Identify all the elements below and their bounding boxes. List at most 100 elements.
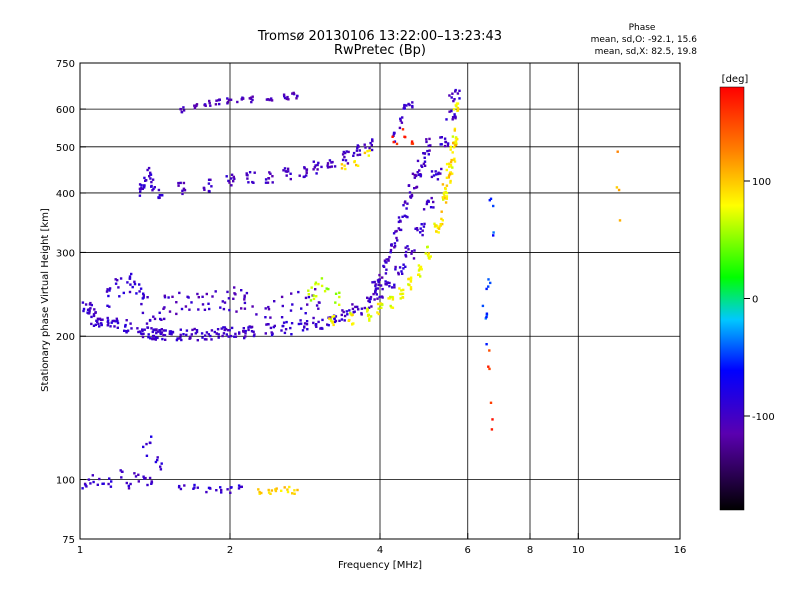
data-point — [137, 473, 140, 476]
data-point — [274, 488, 277, 491]
data-point — [317, 282, 320, 286]
data-point — [387, 259, 390, 262]
data-point — [283, 167, 287, 170]
data-point — [180, 307, 184, 311]
data-point — [442, 198, 445, 201]
data-point — [401, 272, 404, 275]
data-point — [351, 322, 354, 326]
data-point — [432, 200, 435, 204]
data-point — [204, 104, 207, 107]
data-point — [448, 110, 451, 113]
data-point — [615, 186, 619, 189]
data-point — [203, 308, 207, 311]
data-point — [355, 163, 358, 167]
data-point — [351, 307, 355, 311]
data-point — [90, 315, 93, 319]
data-point — [291, 492, 294, 495]
data-point — [453, 113, 456, 116]
data-point — [147, 166, 151, 170]
data-point — [399, 292, 402, 296]
data-point — [138, 290, 141, 293]
data-point — [154, 460, 158, 464]
data-point — [481, 304, 485, 308]
data-point — [247, 328, 250, 332]
data-point — [168, 310, 172, 313]
data-point — [215, 489, 218, 492]
data-point — [417, 264, 421, 267]
data-point — [244, 329, 247, 333]
data-point — [222, 307, 226, 311]
data-point — [267, 488, 270, 492]
data-point — [318, 301, 321, 304]
data-point — [326, 166, 330, 169]
data-point — [159, 465, 162, 468]
data-point — [393, 242, 397, 245]
data-point — [187, 296, 190, 299]
data-point — [454, 88, 457, 92]
data-point — [449, 179, 452, 183]
data-point — [182, 106, 185, 109]
data-point — [401, 116, 404, 119]
data-point — [252, 334, 256, 338]
data-point — [280, 316, 284, 319]
data-point — [299, 322, 303, 325]
data-point — [444, 187, 447, 191]
data-point — [314, 164, 317, 167]
data-point — [333, 317, 336, 320]
data-point — [141, 187, 144, 190]
data-point — [377, 307, 380, 310]
data-point — [153, 186, 156, 189]
data-point — [445, 195, 449, 198]
data-point — [328, 159, 332, 162]
data-point — [484, 317, 487, 320]
data-point — [108, 305, 111, 308]
data-point — [616, 150, 619, 153]
data-point — [269, 316, 272, 319]
data-point — [151, 334, 155, 338]
data-point — [384, 272, 388, 275]
data-point — [310, 286, 313, 289]
data-point — [417, 173, 420, 176]
data-point — [292, 92, 296, 96]
data-point — [133, 280, 136, 283]
data-point — [288, 485, 291, 489]
data-point — [424, 252, 427, 255]
data-point — [81, 487, 84, 490]
data-point — [156, 336, 159, 340]
data-point — [105, 290, 109, 293]
data-point — [338, 319, 341, 322]
data-point — [286, 488, 289, 491]
data-point — [208, 99, 211, 103]
data-point — [162, 333, 165, 337]
data-point — [368, 319, 371, 322]
data-point — [399, 228, 403, 232]
data-point — [425, 138, 428, 141]
data-point — [383, 259, 387, 262]
data-point — [391, 286, 394, 289]
data-point — [439, 172, 442, 175]
data-point — [418, 267, 421, 271]
data-point — [133, 472, 136, 475]
data-point — [384, 280, 387, 283]
data-point — [488, 349, 491, 352]
data-point — [341, 153, 345, 156]
data-point — [413, 187, 416, 190]
data-point — [402, 263, 405, 266]
data-point — [146, 483, 149, 487]
data-point — [297, 290, 300, 294]
data-point — [312, 321, 315, 325]
data-point — [148, 476, 152, 480]
data-point — [326, 162, 330, 165]
y-tick-label: 400 — [56, 189, 75, 200]
data-point — [369, 295, 373, 299]
data-point — [270, 333, 274, 337]
data-point — [227, 335, 230, 338]
data-point — [491, 418, 494, 421]
data-point — [126, 281, 129, 284]
data-point — [214, 290, 217, 293]
data-point — [445, 197, 448, 200]
data-point — [423, 156, 426, 159]
data-point — [490, 428, 494, 431]
data-point — [454, 115, 457, 119]
data-point — [116, 326, 119, 329]
